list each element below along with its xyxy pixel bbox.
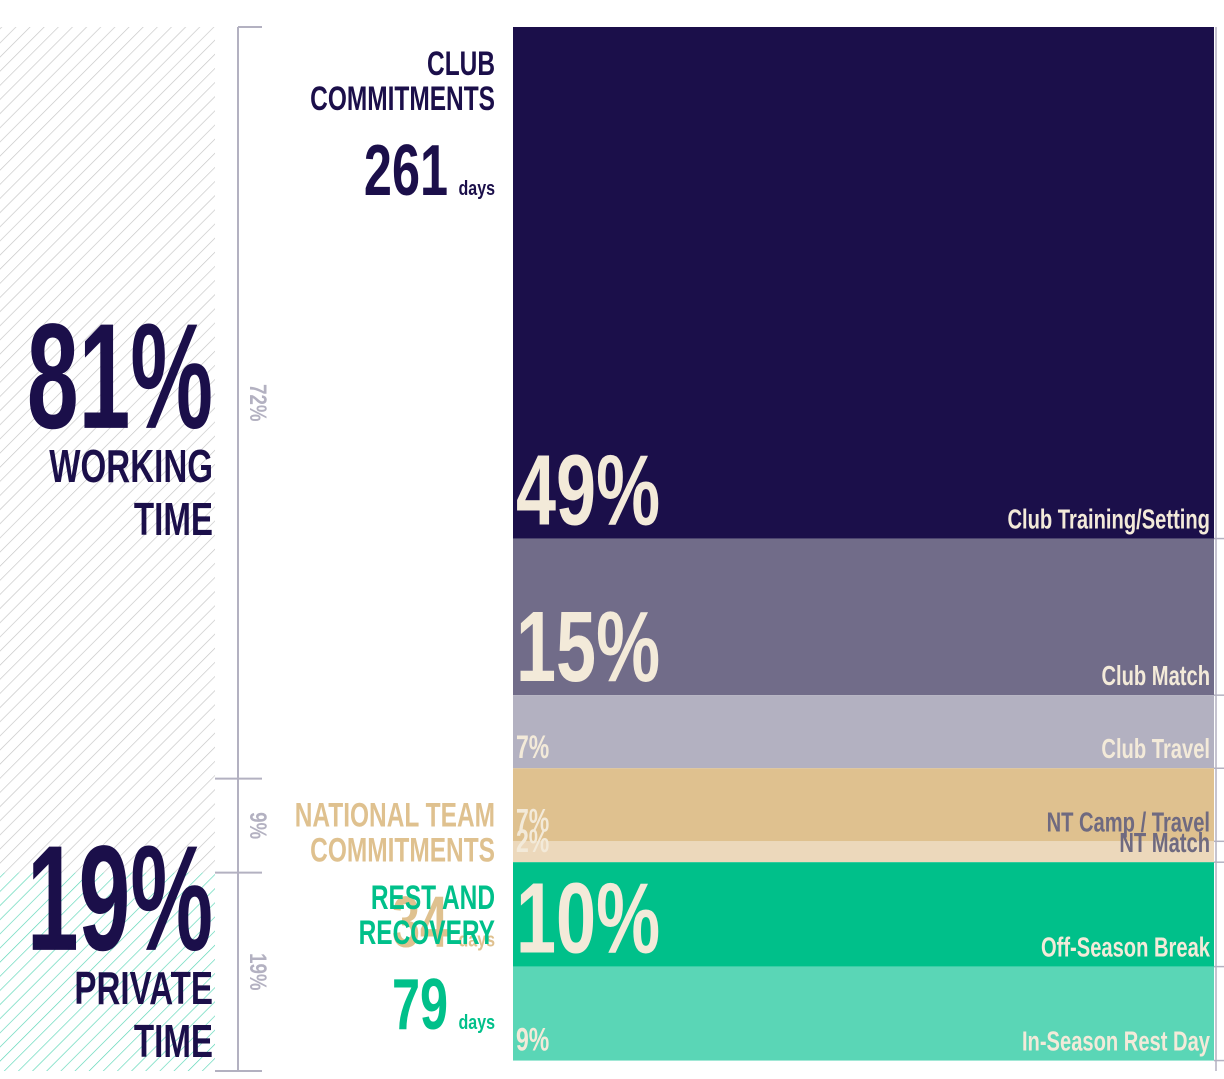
summary-area: [0, 27, 215, 873]
group-name: REST AND: [371, 879, 495, 917]
segment: [513, 862, 1214, 967]
group-days-unit: days: [459, 177, 495, 199]
segment-name: In-Season Rest Day: [1022, 1026, 1210, 1057]
segment-name: Club Travel: [1101, 734, 1210, 765]
group-share: 19%: [244, 953, 271, 990]
segment-name: Off-Season Break: [1041, 932, 1210, 963]
group-name: RECOVERY: [359, 914, 496, 952]
segment: [513, 27, 1214, 539]
group-days: 261: [364, 131, 448, 211]
segment: [513, 695, 1214, 769]
group-share: 72%: [244, 384, 271, 421]
group-name: CLUB: [427, 45, 495, 83]
segment-value: 9%: [516, 1022, 549, 1058]
summary-line: TIME: [134, 1017, 213, 1067]
segment-value: 2%: [516, 824, 549, 860]
summary-line: PRIVATE: [74, 964, 213, 1014]
segment-value: 7%: [516, 803, 549, 839]
segment-value: 49%: [516, 435, 660, 546]
group-name: COMMITMENTS: [310, 832, 495, 870]
segment: [513, 841, 1214, 863]
segment-name: NT Camp / Travel: [1047, 807, 1210, 838]
segment-value: 15%: [516, 592, 660, 703]
group-share: 9%: [244, 812, 271, 839]
group-name: COMMITMENTS: [310, 80, 495, 118]
segment: [513, 768, 1214, 842]
segment-name: Club Match: [1101, 661, 1210, 692]
summary-line: WORKING: [49, 442, 213, 492]
segment-name: NT Match: [1119, 828, 1210, 859]
group-days-unit: days: [459, 929, 495, 951]
segment-name: Club Training/Setting: [1007, 504, 1210, 535]
summary-area: [0, 872, 215, 1071]
segment-value: 10%: [516, 863, 660, 974]
group-days: 79: [392, 965, 448, 1045]
group-days-unit: days: [459, 1011, 495, 1033]
segment: [513, 538, 1214, 696]
summary-percent: 19%: [27, 815, 213, 982]
group-days: 34: [392, 883, 448, 963]
group-name: NATIONAL TEAM: [295, 797, 495, 835]
summary-line: TIME: [134, 495, 213, 545]
segment: [513, 966, 1214, 1061]
segment-value: 7%: [516, 730, 549, 766]
summary-percent: 81%: [27, 293, 213, 460]
